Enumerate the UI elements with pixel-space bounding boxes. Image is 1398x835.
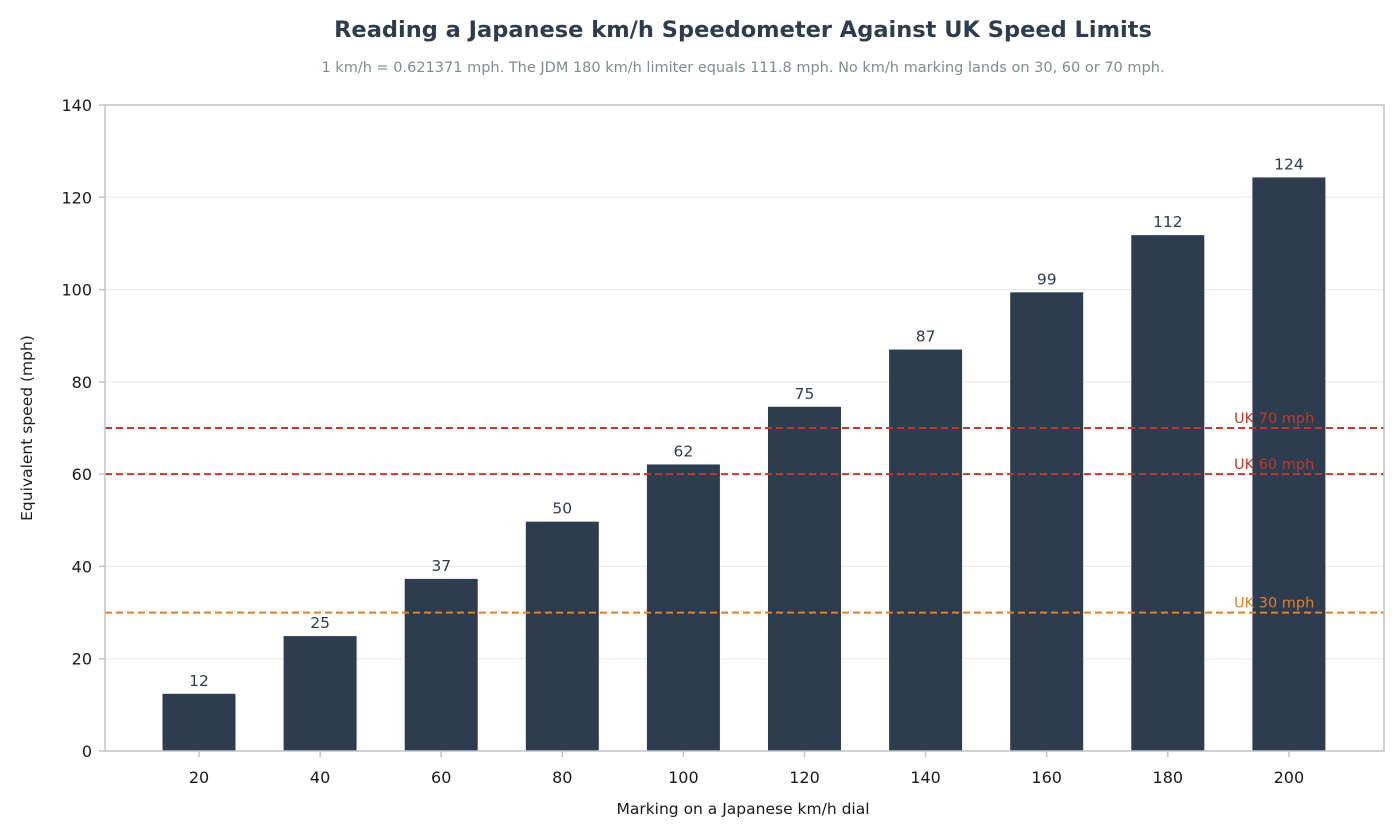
data-label: 87: [916, 328, 936, 346]
data-label: 99: [1037, 270, 1057, 288]
data-label: 37: [431, 557, 451, 575]
y-tick-label: 40: [72, 557, 92, 576]
y-tick-label: 60: [72, 465, 92, 484]
data-label: 25: [310, 614, 330, 632]
y-tick-label: 20: [72, 650, 92, 669]
x-tick-label: 20: [189, 768, 209, 787]
data-label: 12: [189, 672, 209, 690]
x-axis-label: Marking on a Japanese km/h dial: [616, 800, 869, 818]
bar: [1131, 235, 1205, 751]
data-label: 112: [1153, 213, 1183, 231]
reference-line-label: UK 30 mph: [1234, 596, 1314, 612]
x-tick-label: 120: [789, 768, 820, 787]
data-label: 50: [552, 500, 572, 518]
y-tick-label: 0: [82, 742, 92, 761]
x-tick-label: 60: [431, 768, 451, 787]
plot-frame: [104, 104, 1385, 752]
axes: 0 20 40 60 80 100 120 140 20 40 60 80 100 120 140 160 18…: [61, 96, 1385, 787]
bar: [646, 464, 720, 751]
x-tick-label: 140: [910, 768, 941, 787]
bar: [404, 578, 478, 751]
bar: [283, 636, 357, 751]
data-labels: 12 25 37 50 62 75 87 99 112 124: [189, 155, 1304, 689]
y-tick-label: 100: [61, 281, 92, 300]
y-tick-label: 140: [61, 96, 92, 115]
data-label: 75: [795, 385, 815, 403]
x-tick-label: 160: [1031, 768, 1062, 787]
chart-subtitle: 1 km/h = 0.621371 mph. The JDM 180 km/h …: [321, 60, 1164, 76]
data-label: 62: [674, 442, 694, 460]
reference-line-label: UK 60 mph: [1234, 457, 1314, 473]
x-tick-label: 200: [1274, 768, 1305, 787]
chart-title: Reading a Japanese km/h Speedometer Agai…: [334, 17, 1152, 43]
bars: [162, 177, 1326, 752]
bar: [162, 693, 236, 751]
reference-lines: UK 70 mph UK 60 mph UK 30 mph: [105, 411, 1384, 614]
bar: [525, 521, 599, 751]
bar: [1252, 177, 1326, 752]
x-tick-label: 40: [310, 768, 330, 787]
x-tick-label: 180: [1153, 768, 1184, 787]
x-tick-label: 100: [668, 768, 699, 787]
y-tick-label: 120: [61, 188, 92, 207]
data-label: 124: [1274, 155, 1304, 173]
y-axis-label: Equivalent speed (mph): [18, 335, 36, 521]
y-tick-label: 80: [72, 373, 92, 392]
bar: [889, 349, 963, 751]
bar: [768, 406, 841, 751]
x-tick-label: 80: [552, 768, 572, 787]
reference-line-label: UK 70 mph: [1234, 411, 1314, 427]
bar: [1010, 292, 1084, 751]
